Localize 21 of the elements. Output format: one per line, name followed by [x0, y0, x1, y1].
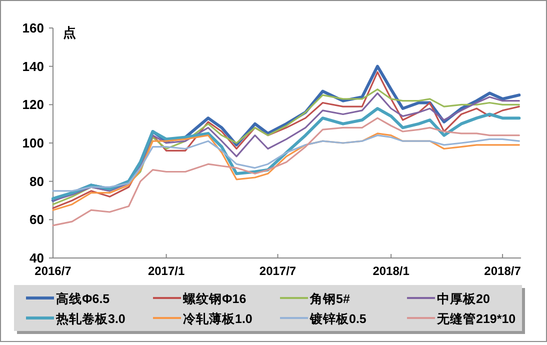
y-tick-label: 160 [22, 20, 44, 36]
y-tick-label: 60 [30, 212, 44, 228]
x-tick-label: 2017/7 [259, 264, 296, 278]
legend-label: 无缝管219*10 [436, 312, 516, 326]
legend-label: 热轧卷板3.0 [55, 312, 126, 326]
y-tick-label: 140 [22, 58, 44, 74]
x-tick-label: 2018/7 [484, 264, 522, 278]
legend-label: 镀锌板0.5 [309, 311, 366, 326]
x-tick-label: 2016/7 [34, 264, 72, 278]
legend-label: 高线Φ6.5 [56, 291, 110, 306]
legend-label: 中厚板20 [437, 292, 490, 306]
y-tick-label: 100 [22, 136, 44, 150]
legend-label: 螺纹钢Φ16 [182, 291, 246, 306]
y-axis-title: 点 [63, 25, 76, 40]
legend-label: 冷轧薄板1.0 [183, 311, 252, 326]
y-tick-label: 120 [22, 97, 44, 112]
x-tick-label: 2018/1 [372, 264, 410, 278]
y-tick-label: 80 [30, 174, 44, 189]
x-tick-label: 2017/1 [148, 264, 185, 278]
y-tick-label: 40 [30, 250, 44, 266]
legend-label: 角钢5# [309, 292, 350, 306]
